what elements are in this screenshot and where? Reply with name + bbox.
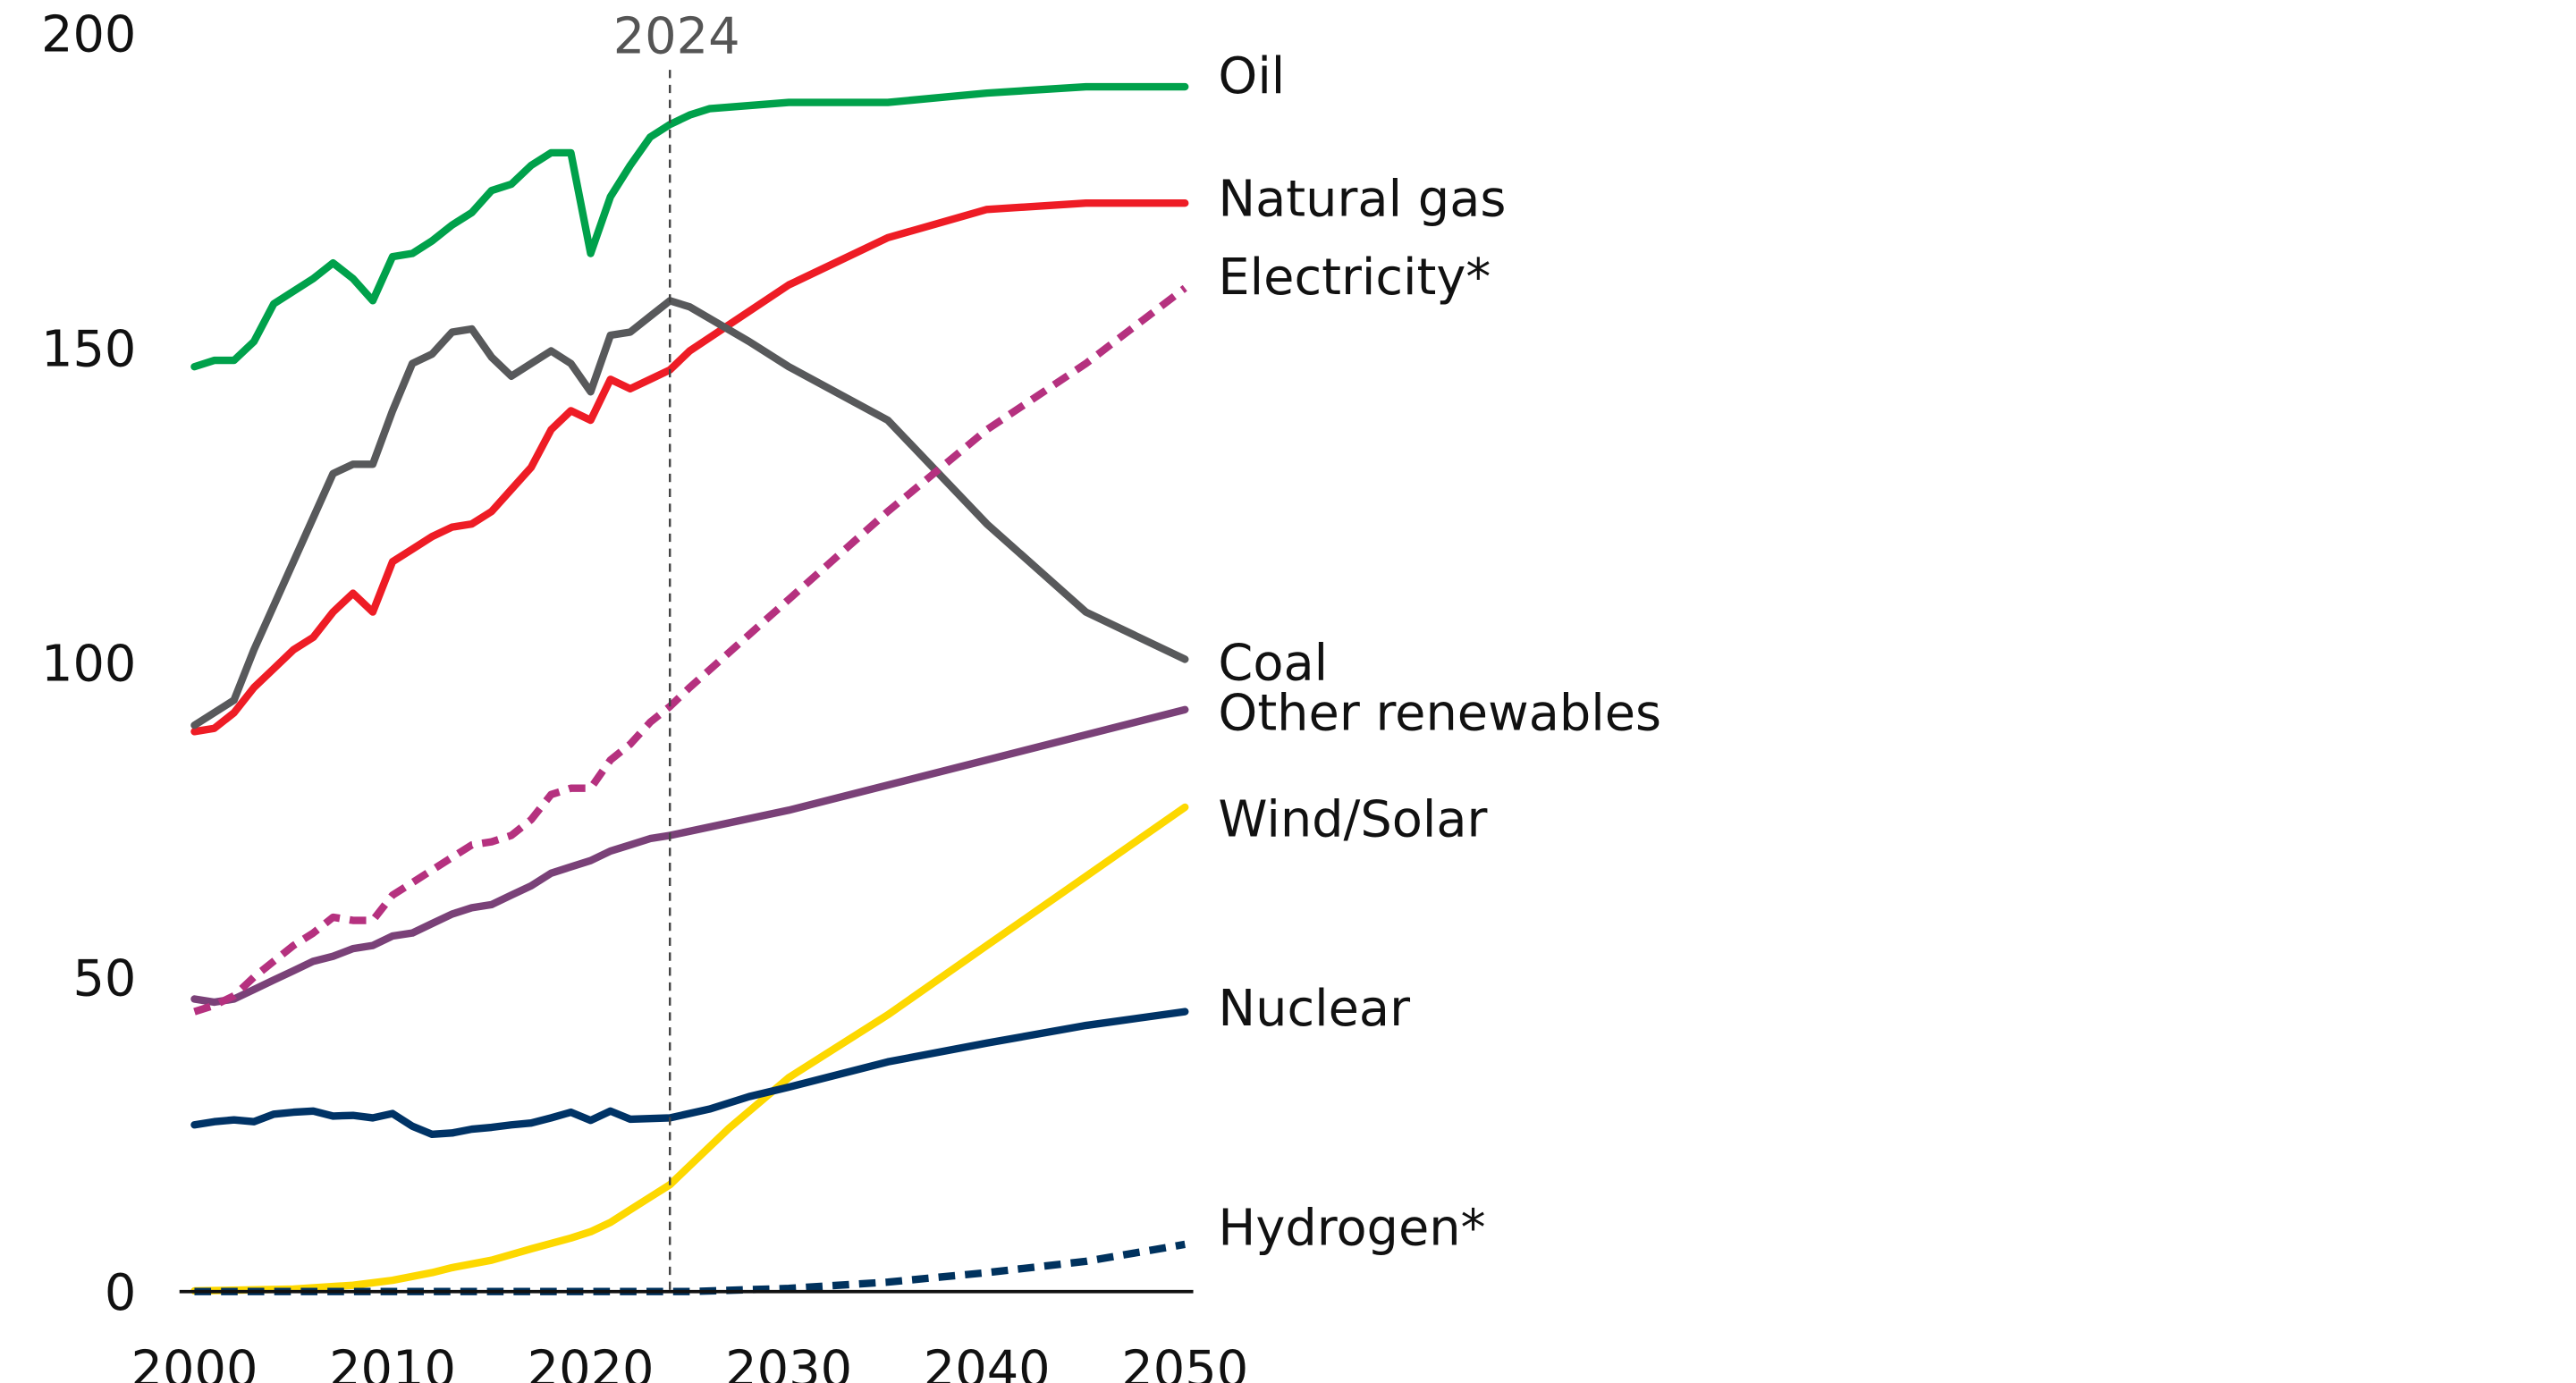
y-tick-label: 100 bbox=[41, 635, 136, 693]
series-label: Wind/Solar bbox=[1218, 790, 1487, 848]
series-label: Hydrogen* bbox=[1218, 1200, 1485, 1258]
x-tick-label: 2020 bbox=[528, 1341, 655, 1383]
series-line-nuclear bbox=[190, 1008, 1189, 1139]
year-marker-label: 2024 bbox=[613, 7, 740, 65]
y-tick-label: 200 bbox=[41, 6, 136, 64]
x-tick-label: 2050 bbox=[1121, 1341, 1248, 1383]
series-label: Electricity* bbox=[1218, 249, 1491, 307]
series-line-wind-solar bbox=[190, 803, 1189, 1295]
series-line-natural-gas bbox=[190, 199, 1189, 736]
x-tick-label: 2010 bbox=[329, 1341, 456, 1383]
y-tick-label: 50 bbox=[72, 949, 136, 1008]
series-label: Nuclear bbox=[1218, 980, 1410, 1038]
series-label: Other renewables bbox=[1218, 684, 1661, 742]
x-tick-label: 2000 bbox=[131, 1341, 258, 1383]
y-tick-label: 150 bbox=[41, 321, 136, 379]
y-tick-label: 0 bbox=[105, 1264, 136, 1322]
x-tick-label: 2030 bbox=[725, 1341, 852, 1383]
series-label: Natural gas bbox=[1218, 171, 1506, 229]
x-axis-ticks: 2000 2010 2020 2030 2040 2050 bbox=[131, 1341, 1249, 1383]
series-line-oil bbox=[190, 82, 1189, 371]
series-line-electricity bbox=[193, 284, 1187, 1016]
series-line-other-renewables bbox=[190, 705, 1189, 1007]
series-layer bbox=[190, 82, 1189, 1295]
series-line-coal bbox=[190, 297, 1189, 729]
y-axis-ticks: 0 50 100 150 200 bbox=[41, 6, 136, 1323]
x-tick-label: 2040 bbox=[924, 1341, 1051, 1383]
series-label: Coal bbox=[1218, 634, 1328, 692]
series-label: Oil bbox=[1218, 47, 1285, 105]
